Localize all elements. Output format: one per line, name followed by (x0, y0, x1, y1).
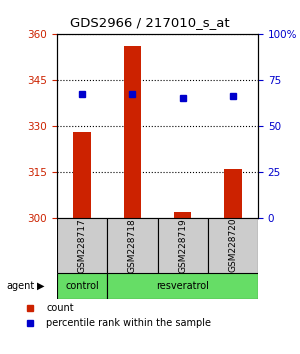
Text: GSM228717: GSM228717 (78, 218, 87, 273)
Text: GDS2966 / 217010_s_at: GDS2966 / 217010_s_at (70, 16, 230, 29)
Text: control: control (65, 281, 99, 291)
Bar (107, 273, 258, 299)
Text: count: count (46, 303, 74, 313)
Bar (158, 218, 208, 273)
Bar (57, 218, 107, 273)
Text: ▶: ▶ (37, 281, 44, 291)
Text: percentile rank within the sample: percentile rank within the sample (46, 318, 211, 328)
Text: resveratrol: resveratrol (156, 281, 209, 291)
Bar (174, 212, 191, 218)
Text: agent: agent (6, 281, 34, 291)
Bar (124, 46, 141, 218)
Bar (57, 273, 107, 299)
Bar (73, 132, 91, 218)
Text: GSM228718: GSM228718 (128, 218, 137, 273)
Bar (208, 218, 258, 273)
Bar (224, 169, 242, 218)
Bar (107, 218, 158, 273)
Text: GSM228720: GSM228720 (228, 218, 237, 273)
Text: GSM228719: GSM228719 (178, 218, 187, 273)
